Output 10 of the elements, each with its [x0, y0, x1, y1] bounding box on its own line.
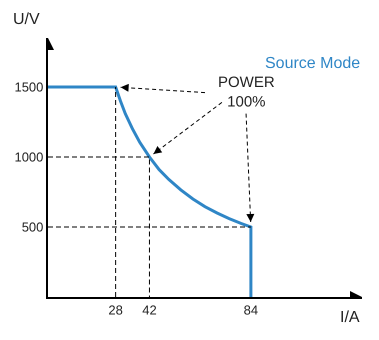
x-tick-label: 84: [244, 302, 258, 318]
x-axis-title: I/A: [340, 309, 360, 326]
text: Source Mode: [265, 55, 360, 72]
x-tick-label: 28: [108, 302, 123, 318]
annotation: POWER 100%: [218, 74, 275, 110]
x-tick-label: 42: [142, 302, 157, 318]
y-tick-label: 500: [22, 220, 44, 235]
y-axis-title: U/V: [13, 11, 40, 28]
y-tick-label: 1500: [14, 80, 44, 95]
y-tick-label: 1000: [14, 150, 44, 165]
